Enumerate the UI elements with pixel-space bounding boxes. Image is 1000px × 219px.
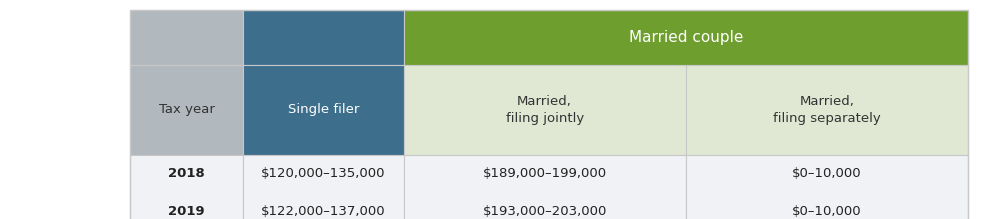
Text: $120,000–135,000: $120,000–135,000: [261, 167, 385, 180]
Text: $0–10,000: $0–10,000: [792, 167, 862, 180]
Bar: [686, 65, 968, 155]
Bar: [130, 10, 243, 65]
Bar: [404, 10, 968, 65]
Text: $189,000–199,000: $189,000–199,000: [483, 167, 607, 180]
Text: 2018: 2018: [168, 167, 205, 180]
Text: 2019: 2019: [168, 205, 205, 218]
Bar: [404, 155, 686, 219]
Bar: [404, 65, 686, 155]
Text: Married,
filing separately: Married, filing separately: [773, 95, 881, 125]
Text: Married,
filing jointly: Married, filing jointly: [506, 95, 584, 125]
Bar: [686, 155, 968, 219]
Text: $122,000–137,000: $122,000–137,000: [261, 205, 386, 218]
Text: $0–10,000: $0–10,000: [792, 205, 862, 218]
Bar: [130, 155, 243, 219]
Bar: [130, 65, 243, 155]
Text: Single filer: Single filer: [288, 104, 359, 117]
Bar: [130, 10, 968, 219]
Text: Married couple: Married couple: [629, 30, 743, 45]
Text: Tax year: Tax year: [159, 104, 214, 117]
Text: $193,000–203,000: $193,000–203,000: [482, 205, 607, 218]
Bar: [243, 65, 404, 155]
Bar: [243, 10, 404, 65]
Bar: [243, 155, 404, 219]
